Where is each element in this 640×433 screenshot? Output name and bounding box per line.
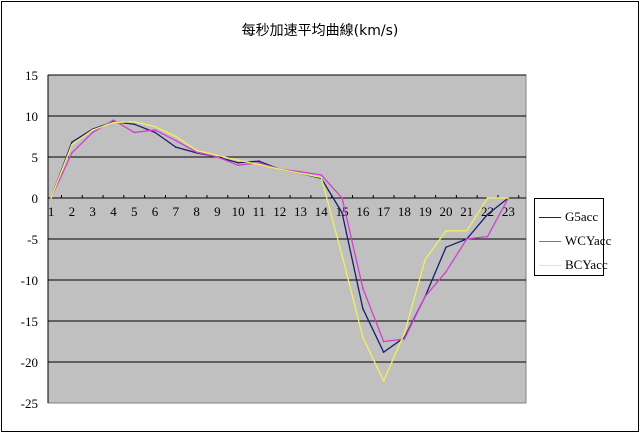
x-tick-label: 22 <box>481 204 494 219</box>
legend-item: WCYacc <box>539 233 611 249</box>
x-tick-label: 10 <box>232 204 245 219</box>
data-point <box>403 332 406 335</box>
data-point <box>91 131 94 134</box>
x-tick-label: 21 <box>460 204 473 219</box>
data-point <box>91 129 94 131</box>
data-point <box>258 160 260 162</box>
x-tick-label: 17 <box>377 204 391 219</box>
data-point <box>71 143 73 146</box>
data-point <box>112 119 115 121</box>
data-point <box>278 168 281 171</box>
legend-swatch <box>539 240 561 242</box>
y-tick-label: -20 <box>21 355 38 370</box>
x-tick-label: 23 <box>502 204 515 219</box>
data-point <box>216 154 219 157</box>
data-point <box>195 149 198 152</box>
x-tick-label: 13 <box>294 204 307 219</box>
x-tick-label: 6 <box>152 204 159 219</box>
data-point <box>362 336 364 339</box>
data-point <box>71 141 73 144</box>
x-tick-label: 2 <box>69 204 76 219</box>
chart-title: 每秒加速平均曲線(km/s) <box>241 23 399 39</box>
x-tick-label: 12 <box>273 204 286 219</box>
data-point <box>237 159 239 162</box>
data-point <box>486 213 489 216</box>
legend: G5acc WCYacc BCYacc <box>534 198 611 276</box>
data-point <box>133 120 136 123</box>
data-point <box>299 172 302 175</box>
data-point <box>258 161 260 164</box>
y-tick-label: 10 <box>25 109 38 124</box>
y-tick-label: -10 <box>21 273 38 288</box>
x-tick-label: 18 <box>398 204 411 219</box>
data-point <box>424 258 427 261</box>
data-point <box>382 351 385 353</box>
data-point <box>175 135 177 138</box>
x-tick-label: 14 <box>315 204 329 219</box>
legend-swatch <box>539 216 561 218</box>
legend-item: G5acc <box>539 209 598 225</box>
legend-item: BCYacc <box>539 257 608 273</box>
data-point <box>320 174 323 176</box>
y-tick-label: 15 <box>25 68 38 83</box>
data-point <box>341 197 343 199</box>
data-point <box>133 123 136 125</box>
x-tick-label: 11 <box>253 204 266 219</box>
data-point <box>112 121 115 124</box>
legend-swatch <box>539 264 561 266</box>
data-point <box>154 131 156 134</box>
x-tick-label: 19 <box>419 204 432 219</box>
data-point <box>133 131 136 134</box>
x-tick-label: 3 <box>89 204 96 219</box>
data-point <box>403 338 406 340</box>
data-point <box>237 164 239 166</box>
legend-label: G5acc <box>565 209 599 224</box>
data-point <box>71 152 73 154</box>
x-tick-label: 7 <box>173 204 180 219</box>
data-point <box>507 197 510 199</box>
data-point <box>486 197 489 199</box>
data-point <box>362 307 364 310</box>
data-point <box>465 230 468 232</box>
legend-label: BCYacc <box>565 257 608 272</box>
data-point <box>216 156 219 158</box>
y-tick-label: -25 <box>21 396 38 411</box>
data-point <box>424 295 427 298</box>
x-tick-label: 4 <box>110 204 117 219</box>
data-point <box>195 151 198 153</box>
x-tick-label: 16 <box>356 204 370 219</box>
x-tick-label: 1 <box>48 204 55 219</box>
y-tick-label: -15 <box>21 314 38 329</box>
data-point <box>341 211 343 214</box>
data-point <box>299 170 302 173</box>
y-tick-label: 0 <box>32 191 39 206</box>
data-point <box>465 238 468 240</box>
legend-label: WCYacc <box>565 233 612 248</box>
x-tick-label: 5 <box>131 204 138 219</box>
data-point <box>237 161 239 164</box>
data-point <box>382 380 385 382</box>
data-point <box>258 163 260 166</box>
data-point <box>175 146 177 148</box>
data-point <box>445 230 447 232</box>
data-point <box>154 125 156 128</box>
y-tick-label: -5 <box>27 232 38 247</box>
data-point <box>341 254 343 257</box>
x-tick-label: 9 <box>214 204 221 219</box>
data-point <box>486 235 489 238</box>
data-point <box>175 139 177 142</box>
data-point <box>320 176 323 179</box>
x-tick-label: 8 <box>193 204 200 219</box>
data-point <box>382 340 385 343</box>
y-tick-label: 5 <box>32 150 39 165</box>
data-point <box>362 287 364 290</box>
data-point <box>50 197 52 199</box>
data-point <box>445 271 447 273</box>
data-point <box>445 246 447 248</box>
data-point <box>154 129 156 131</box>
x-tick-label: 20 <box>439 204 452 219</box>
